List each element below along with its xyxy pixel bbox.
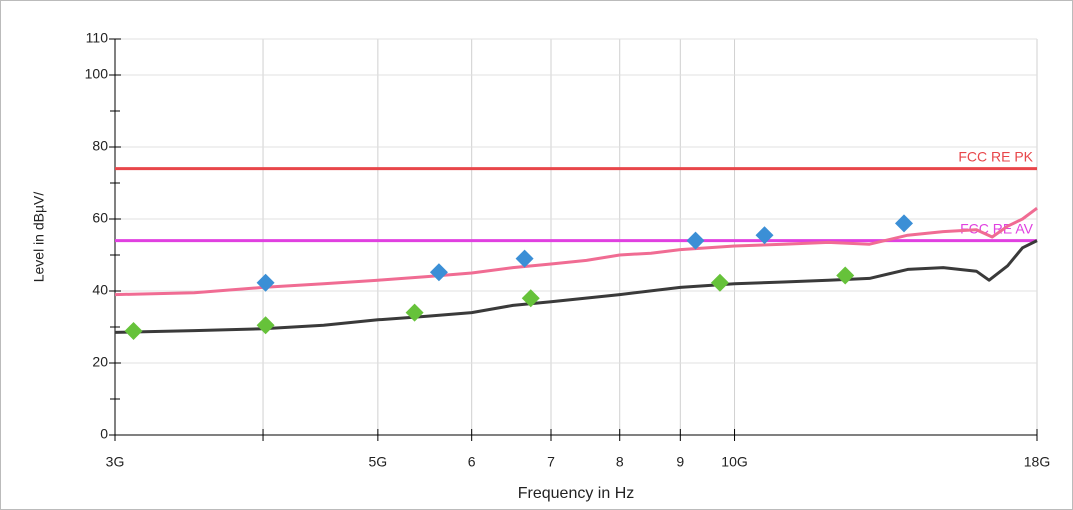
y-tick-label: 20 — [92, 354, 108, 370]
marker — [836, 266, 855, 285]
y-tick-label: 40 — [92, 282, 108, 298]
x-tick-label: 8 — [616, 454, 624, 470]
x-tick-label: 18G — [1024, 454, 1050, 470]
marker — [755, 226, 774, 245]
x-tick-label: 5G — [369, 454, 388, 470]
x-tick-label: 7 — [547, 454, 555, 470]
limit-label: FCC RE PK — [958, 148, 1033, 164]
marker — [256, 273, 275, 292]
y-tick-label: 60 — [92, 210, 108, 226]
x-tick-label: 10G — [721, 454, 747, 470]
marker — [515, 249, 534, 268]
marker — [124, 321, 143, 340]
marker — [894, 214, 913, 233]
x-tick-label: 9 — [676, 454, 684, 470]
x-tick-label: 3G — [106, 454, 125, 470]
x-tick-label: 6 — [468, 454, 476, 470]
marker — [256, 316, 275, 335]
x-axis-label: Frequency in Hz — [518, 485, 635, 502]
marker — [686, 231, 705, 250]
marker — [405, 303, 424, 322]
marker — [521, 289, 540, 308]
marker — [710, 273, 729, 292]
y-tick-label: 100 — [85, 66, 109, 82]
y-tick-label: 110 — [86, 30, 109, 46]
trace-line — [114, 206, 1038, 297]
y-axis-label: Level in dBµV/ — [31, 192, 47, 283]
marker — [429, 263, 448, 282]
y-tick-label: 80 — [92, 138, 108, 154]
y-tick-label: 0 — [100, 426, 108, 442]
trace-line — [114, 239, 1038, 334]
